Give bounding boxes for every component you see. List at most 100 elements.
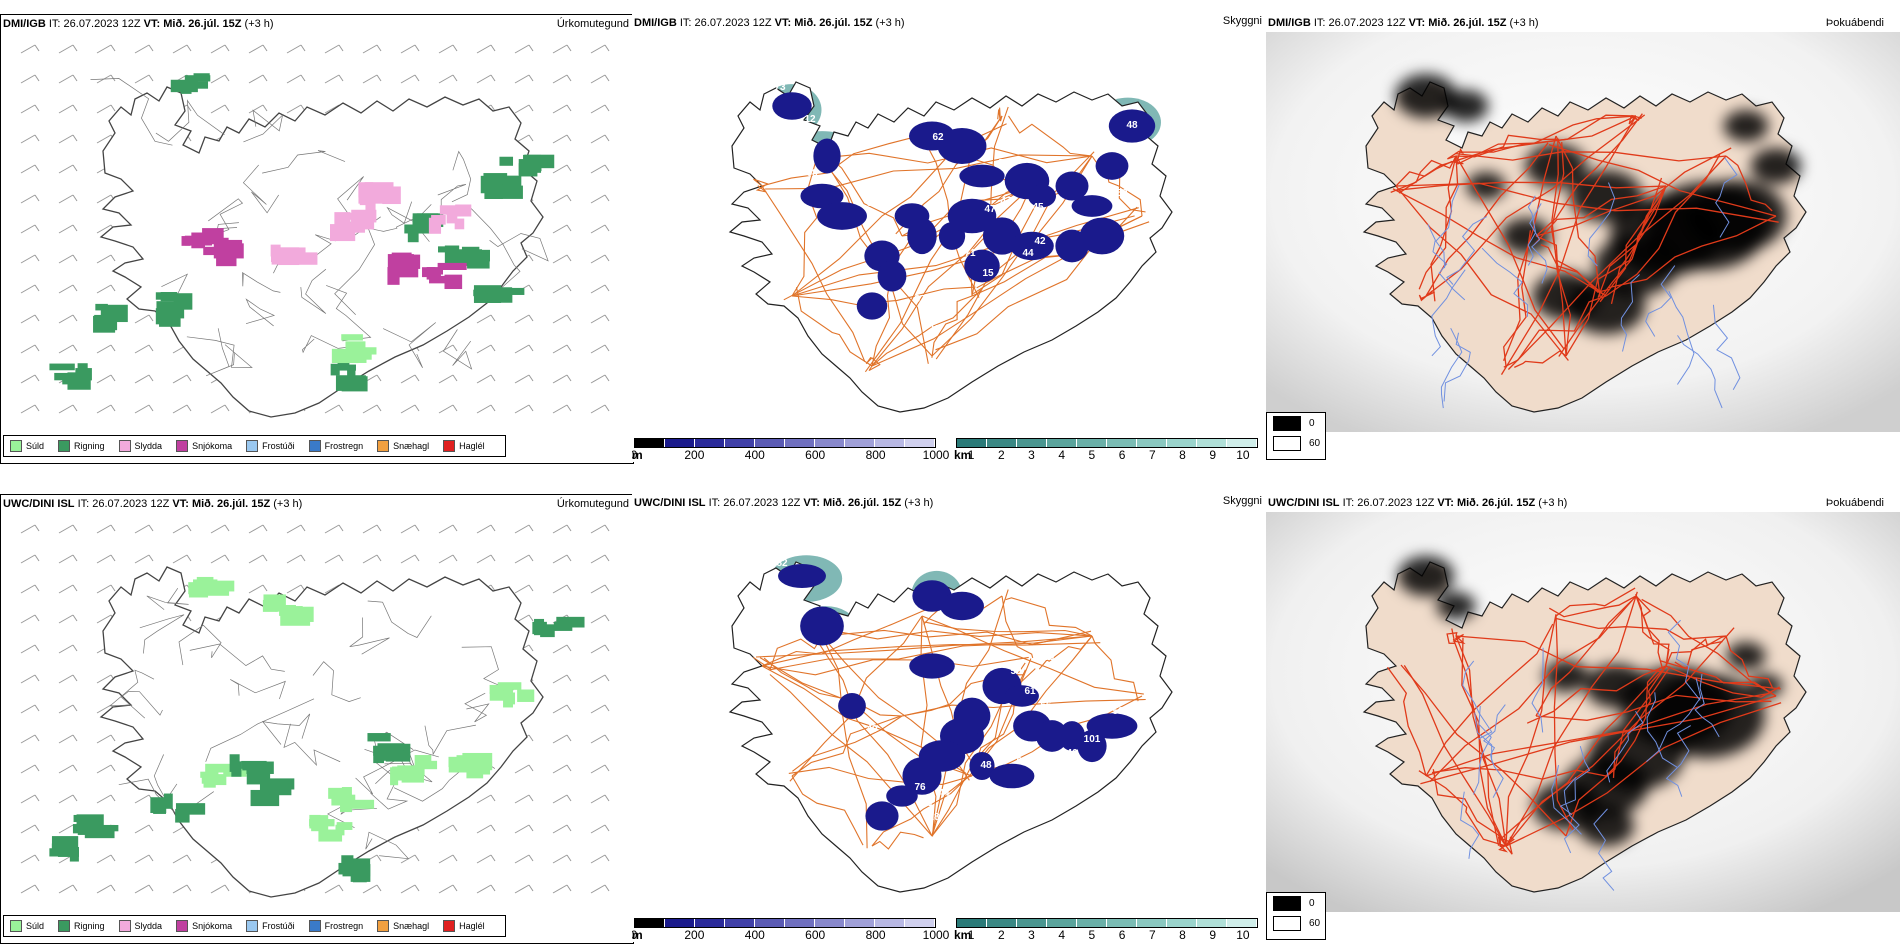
road-line xyxy=(1597,185,1667,298)
precip-area xyxy=(72,814,119,839)
river-line xyxy=(1667,619,1701,701)
visibility-value: 71 xyxy=(964,248,976,259)
wind-barb xyxy=(20,314,40,324)
road-line xyxy=(451,150,472,203)
precip-legend-item: Súld xyxy=(10,440,44,452)
wind-barb xyxy=(552,884,572,894)
wind-barb xyxy=(590,284,610,294)
fog-area xyxy=(1466,172,1506,200)
legend-label: Snæhagl xyxy=(393,441,430,451)
wind-barb xyxy=(20,134,40,144)
road-line xyxy=(1555,587,1636,617)
road-line xyxy=(109,669,155,707)
wind-barb xyxy=(20,644,40,654)
road-line xyxy=(208,198,244,235)
road-line xyxy=(1507,155,1727,370)
fog-area xyxy=(1395,74,1457,118)
scale-color-step xyxy=(665,919,695,927)
wind-barb xyxy=(590,674,610,684)
river-line xyxy=(1712,304,1741,390)
scale-color-step xyxy=(785,439,815,447)
precip-map xyxy=(1,33,633,433)
road-line xyxy=(245,298,276,327)
visibility-panel-top: DMI/IGB IT: 26.07.2023 12Z VT: Mið. 26.j… xyxy=(632,14,1266,462)
river-line xyxy=(1446,216,1487,285)
visibility-area-m xyxy=(856,292,888,320)
visibility-value: 35 xyxy=(1132,178,1144,189)
wind-barb xyxy=(438,824,458,834)
panel-header: DMI/IGB IT: 26.07.2023 12Z VT: Mið. 26.j… xyxy=(3,18,274,30)
scale-tick-label: 4 xyxy=(1058,448,1066,462)
wind-barb xyxy=(134,794,154,804)
wind-barb xyxy=(514,104,534,114)
river-line xyxy=(1481,247,1529,317)
precip-legend: Súld Rigning Slydda Snjókoma Frostúði Frostre… xyxy=(3,435,506,457)
scale-color-step xyxy=(1077,919,1107,927)
river-line xyxy=(1694,674,1720,738)
wind-barb xyxy=(514,554,534,564)
visibility-area-m xyxy=(969,751,995,781)
scale-color-step xyxy=(1107,919,1137,927)
road-line xyxy=(139,614,185,654)
road-line xyxy=(442,329,473,370)
legend-swatch xyxy=(10,440,22,452)
visibility-area-m xyxy=(959,164,1005,188)
legend-swatch xyxy=(10,920,22,932)
scale-tick-label: 9 xyxy=(1209,448,1217,462)
visibility-value: 45 xyxy=(1032,202,1044,213)
wind-barb xyxy=(552,164,572,174)
visibility-value: 46 xyxy=(1066,748,1078,759)
wind-barb xyxy=(590,644,610,654)
river-line xyxy=(1715,157,1738,238)
precip-legend-item: Rigning xyxy=(58,920,105,932)
scale-tick-label: 3 xyxy=(1028,448,1035,462)
scale-colorbar xyxy=(956,918,1258,928)
scale-color-step xyxy=(845,439,875,447)
visibility-value: 56 xyxy=(1112,706,1124,717)
visibility-value: 44 xyxy=(1022,248,1034,259)
scale-colorbar xyxy=(956,438,1258,448)
road-line xyxy=(90,78,173,146)
visibility-area-m xyxy=(940,591,984,621)
visibility-value: 60 xyxy=(994,752,1006,763)
scale-color-step xyxy=(1047,919,1077,927)
precip-legend-item: Slydda xyxy=(118,920,162,932)
visibility-value: 47 xyxy=(984,204,996,215)
wind-barb xyxy=(58,644,78,654)
wind-barb xyxy=(438,404,458,414)
legend-swatch xyxy=(176,920,189,932)
wind-barb xyxy=(552,374,572,384)
visibility-area-m xyxy=(865,801,899,831)
wind-barb xyxy=(58,674,78,684)
wind-barb xyxy=(400,554,420,564)
wind-barb xyxy=(58,404,78,414)
fog-panel-top: DMI/IGB IT: 26.07.2023 12Z VT: Mið. 26.j… xyxy=(1266,14,1900,462)
road-line xyxy=(1454,151,1727,162)
wind-barb xyxy=(172,404,192,414)
scale-tick-label: 200 xyxy=(684,448,705,462)
road-line xyxy=(1608,215,1777,289)
wind-barb xyxy=(58,524,78,534)
wind-barb xyxy=(438,524,458,534)
visibility-area-m xyxy=(886,785,918,807)
wind-barb xyxy=(476,374,496,384)
fog-area xyxy=(1500,218,1552,254)
scale-tick-label: 800 xyxy=(865,928,886,942)
river-line xyxy=(1460,791,1480,859)
scale-color-step xyxy=(695,919,725,927)
road-line xyxy=(302,335,360,354)
wind-barb xyxy=(514,854,534,864)
road-line xyxy=(1665,665,1780,698)
wind-barb xyxy=(362,404,382,414)
wind-barb xyxy=(590,74,610,84)
visibility-area-m xyxy=(1010,231,1054,261)
visibility-value: 48 xyxy=(980,760,992,771)
wind-barb xyxy=(476,554,496,564)
precip-legend-item: Haglél xyxy=(443,920,485,932)
wind-barb xyxy=(134,824,154,834)
wind-barb xyxy=(96,344,116,354)
fog-area xyxy=(1750,148,1802,184)
wind-barb xyxy=(590,614,610,624)
fog-area xyxy=(1443,90,1489,122)
precip-area xyxy=(387,252,421,285)
